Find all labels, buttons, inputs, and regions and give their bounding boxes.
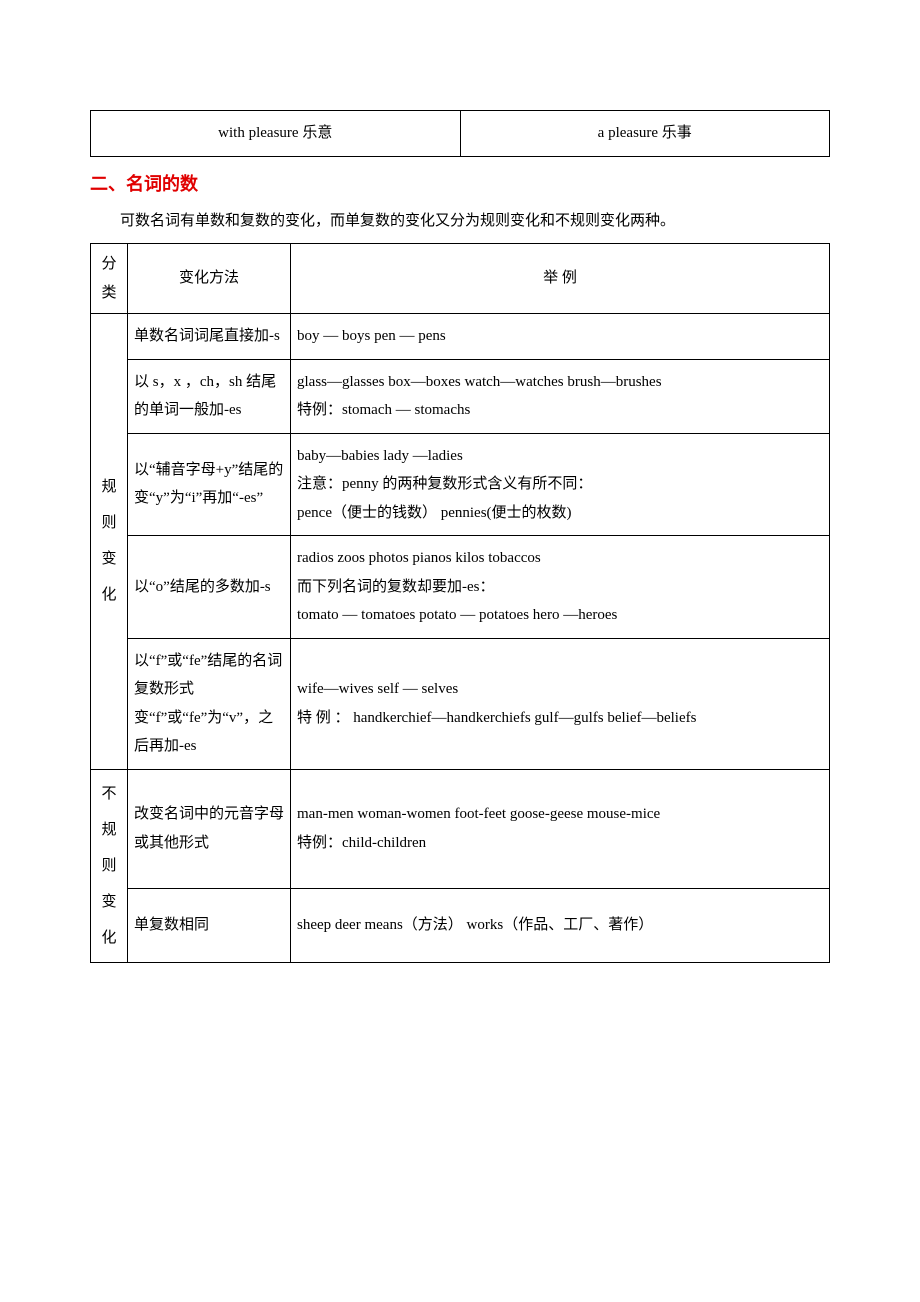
header-method: 变化方法 (128, 244, 291, 314)
intro-text: 可数名词有单数和复数的变化，而单复数的变化又分为规则变化和不规则变化两种。 (90, 207, 830, 236)
example-cell: radios zoos photos pianos kilos tobaccos… (291, 536, 830, 639)
method-cell: 改变名词中的元音字母或其他形式 (128, 769, 291, 889)
header-example: 举 例 (291, 244, 830, 314)
method-cell: 以“o”结尾的多数加-s (128, 536, 291, 639)
example-cell: boy — boys pen — pens (291, 314, 830, 360)
top-right-cell: a pleasure 乐事 (460, 111, 830, 157)
main-table: 分 类 变化方法 举 例 规则变化单数名词词尾直接加-sboy — boys p… (90, 243, 830, 963)
top-table: with pleasure 乐意 a pleasure 乐事 (90, 110, 830, 157)
method-cell: 单复数相同 (128, 889, 291, 963)
method-cell: 以“辅音字母+y”结尾的变“y”为“i”再加“-es” (128, 433, 291, 536)
section-heading: 二、名词的数 (90, 167, 830, 201)
method-cell: 以 s，x ，ch，sh 结尾的单词一般加-es (128, 359, 291, 433)
group-label: 规则变化 (91, 314, 128, 770)
example-cell: wife—wives self — selves特 例 ： handkerchi… (291, 638, 830, 769)
example-cell: glass—glasses box—boxes watch—watches br… (291, 359, 830, 433)
method-cell: 单数名词词尾直接加-s (128, 314, 291, 360)
group-label: 不规则变化 (91, 769, 128, 962)
example-cell: man-men woman-women foot-feet goose-gees… (291, 769, 830, 889)
example-cell: sheep deer means（方法） works（作品、工厂、著作） (291, 889, 830, 963)
method-cell: 以“f”或“fe”结尾的名词复数形式变“f”或“fe”为“v”，之后再加-es (128, 638, 291, 769)
top-left-cell: with pleasure 乐意 (91, 111, 461, 157)
header-category: 分 类 (91, 244, 128, 314)
example-cell: baby—babies lady —ladies注意：penny 的两种复数形式… (291, 433, 830, 536)
